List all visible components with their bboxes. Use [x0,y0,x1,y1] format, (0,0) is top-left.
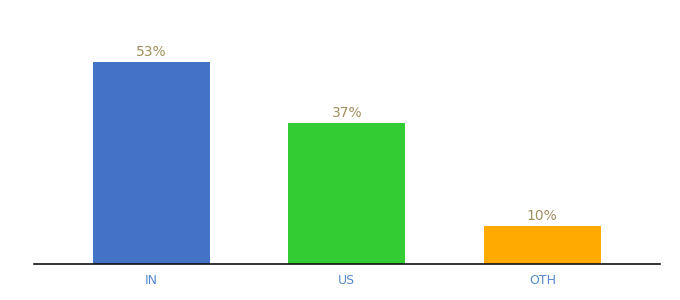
Bar [92,62,210,264]
Text: 10%: 10% [527,209,558,223]
Bar [483,226,601,264]
Text: 37%: 37% [331,106,362,120]
Text: 53%: 53% [136,45,167,59]
Bar [288,123,405,264]
